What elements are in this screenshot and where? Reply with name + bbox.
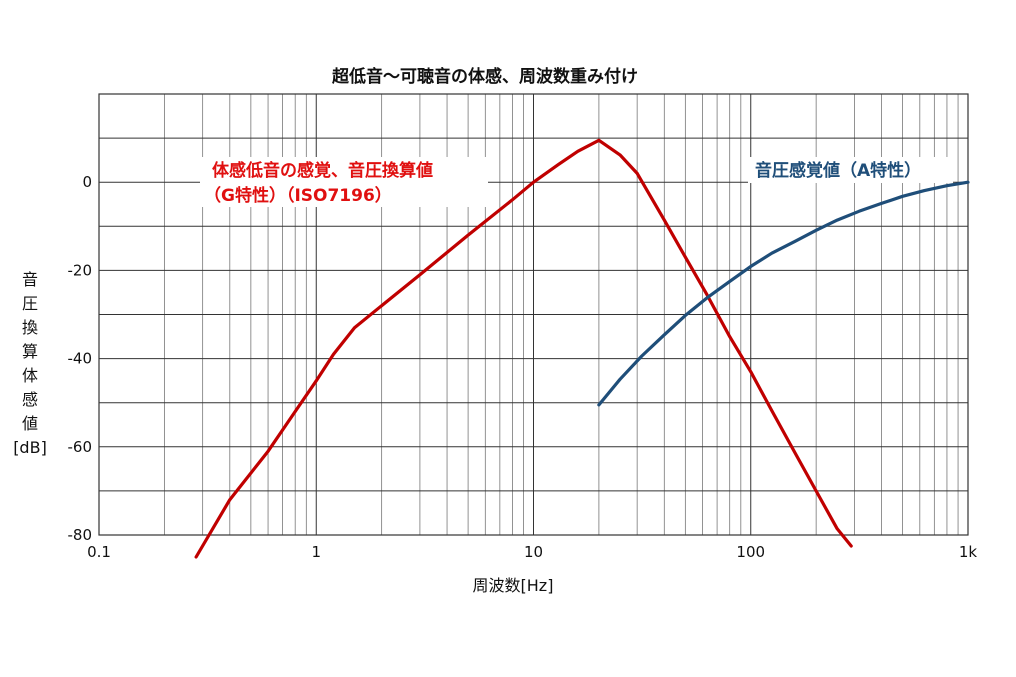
y-axis-label-char: 値	[22, 414, 38, 433]
y-axis-label-char: 圧	[22, 294, 38, 313]
y-axis-label-char: 算	[22, 342, 38, 361]
series-label-bg-g	[200, 157, 488, 207]
x-tick-label: 1k	[959, 543, 978, 561]
series-line-a-weighting	[597, 180, 970, 407]
x-tick-label: 1	[311, 543, 321, 561]
series-label-g-line1: 体感低音の感覚、音圧換算値	[212, 160, 433, 181]
x-tick-label: 0.1	[87, 543, 111, 561]
y-axis-label-char: 音	[22, 270, 38, 289]
x-tick-label: 100	[736, 543, 765, 561]
y-tick-label: 0	[82, 173, 92, 191]
y-axis-label-char: 感	[22, 390, 38, 409]
series-label-g-line2: （G特性）（ISO7196）	[204, 185, 392, 206]
plot-frame	[98, 93, 969, 536]
y-axis-label-char: [dB]	[13, 438, 47, 457]
y-axis-label-char: 体	[22, 366, 38, 385]
y-tick-label: -60	[68, 438, 93, 456]
chart-title: 超低音～可聴音の体感、周波数重み付け	[332, 66, 638, 87]
y-tick-label: -40	[68, 350, 93, 368]
y-axis-label-char: 換	[22, 318, 38, 337]
x-axis-label: 周波数[Hz]	[473, 576, 554, 595]
series-line-g-weighting	[194, 138, 853, 559]
series-label-bg-a	[748, 157, 953, 183]
x-tick-label: 10	[524, 543, 543, 561]
series-layer	[194, 138, 970, 559]
ticks-layer: 0.1 1 10 100 1k 0 -20 -40 -60 -80	[68, 173, 978, 561]
series-label-a: 音圧感覚値（A特性）	[755, 160, 921, 181]
y-tick-label: -80	[68, 526, 93, 544]
y-tick-label: -20	[68, 261, 93, 279]
